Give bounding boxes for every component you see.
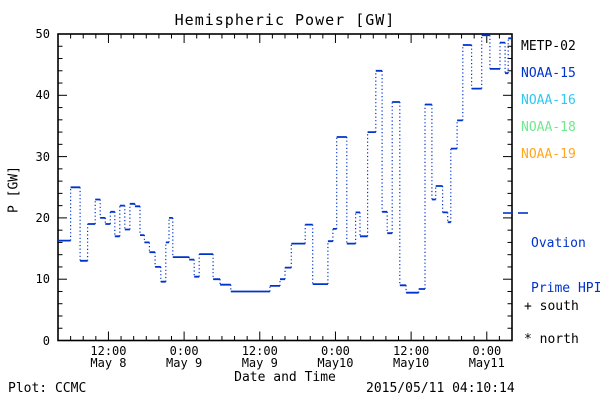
x-tick-label: 0:00 May 9 bbox=[144, 345, 224, 369]
y-tick-label: 10 bbox=[35, 272, 50, 287]
x-tick-date: May10 bbox=[393, 356, 430, 370]
north-marker-label: * north bbox=[524, 332, 579, 347]
legend-item-metp-02: METP-02 bbox=[521, 39, 576, 54]
satellite-legend: METP-02 NOAA-15 NOAA-16 NOAA-18 NOAA-19 bbox=[521, 33, 576, 168]
x-tick-label: 12:00 May 8 bbox=[68, 345, 148, 369]
hpi-step-line-vertical bbox=[70, 35, 509, 293]
x-tick-time: 0:00 bbox=[472, 344, 502, 358]
x-tick-time: 12:00 bbox=[90, 344, 127, 358]
ovation-prime-hpi-legend: Ovation Prime HPI bbox=[531, 206, 600, 326]
x-tick-time: 0:00 bbox=[169, 344, 199, 358]
hpi-step-line-horizontal bbox=[58, 34, 512, 294]
x-axis-label: Date and Time bbox=[234, 370, 336, 385]
legend-item-noaa-18: NOAA-18 bbox=[521, 120, 576, 135]
plot-timestamp: 2015/05/11 04:10:14 bbox=[366, 381, 515, 396]
ovation-legend-line1: Ovation bbox=[531, 236, 586, 251]
legend-item-noaa-15: NOAA-15 bbox=[521, 66, 576, 81]
x-tick-label: 12:00 May10 bbox=[371, 345, 451, 369]
x-tick-date: May10 bbox=[317, 356, 354, 370]
x-tick-date: May 8 bbox=[90, 356, 127, 370]
x-tick-label: 0:00 May10 bbox=[295, 345, 375, 369]
y-tick-label: 20 bbox=[35, 210, 50, 225]
ovation-legend-line2: Prime HPI bbox=[531, 281, 600, 296]
plot-source-label: Plot: CCMC bbox=[8, 381, 87, 396]
x-tick-time: 12:00 bbox=[241, 344, 278, 358]
x-tick-date: May11 bbox=[468, 356, 505, 370]
x-tick-label: 0:00 May11 bbox=[447, 345, 527, 369]
legend-item-noaa-19: NOAA-19 bbox=[521, 147, 576, 162]
y-tick-label: 30 bbox=[35, 149, 50, 164]
legend-item-noaa-16: NOAA-16 bbox=[521, 93, 576, 108]
plot-frame bbox=[57, 33, 513, 342]
y-tick-label: 0 bbox=[42, 333, 50, 348]
y-tick-label: 40 bbox=[35, 88, 50, 103]
x-tick-time: 0:00 bbox=[320, 344, 350, 358]
y-tick-label: 50 bbox=[35, 27, 50, 41]
x-tick-date: May 9 bbox=[166, 356, 203, 370]
x-tick-label: 12:00 May 9 bbox=[220, 345, 300, 369]
x-tick-date: May 9 bbox=[241, 356, 278, 370]
south-marker-label: + south bbox=[524, 299, 579, 314]
x-tick-time: 12:00 bbox=[393, 344, 430, 358]
chart-title: Hemispheric Power [GW] bbox=[174, 11, 396, 29]
